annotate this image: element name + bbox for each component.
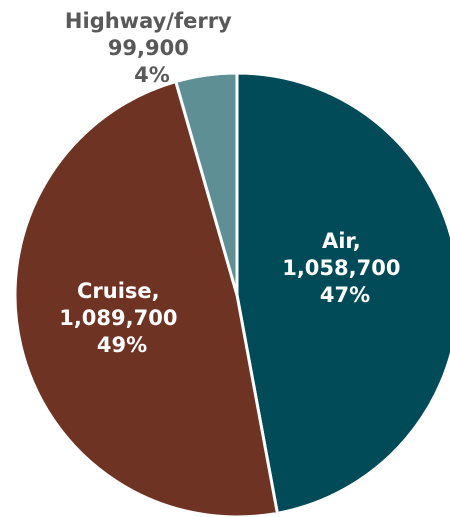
air-label-name: Air, — [322, 229, 361, 253]
slice-label-highway-ferry: Highway/ferry 99,900 4% — [65, 9, 239, 87]
air-label-value: 1,058,700 — [282, 256, 400, 280]
cruise-label-percent: 49% — [97, 333, 147, 357]
cruise-label-value: 1,089,700 — [59, 306, 177, 330]
pie-slice-air — [235, 71, 450, 515]
slice-label-cruise: Cruise, 1,089,700 49% — [59, 279, 185, 357]
slice-label-air: Air, 1,058,700 47% — [282, 229, 408, 307]
highway-ferry-label-name: Highway/ferry — [65, 9, 232, 33]
pie-slice-cruise — [13, 80, 279, 517]
pie-slice-highway-ferry — [174, 71, 239, 297]
air-label-percent: 47% — [320, 283, 370, 307]
cruise-label-name: Cruise, — [77, 279, 160, 303]
pie-slices — [13, 71, 450, 517]
highway-ferry-label-percent: 4% — [134, 63, 170, 87]
highway-ferry-label-value: 99,900 — [108, 36, 189, 60]
